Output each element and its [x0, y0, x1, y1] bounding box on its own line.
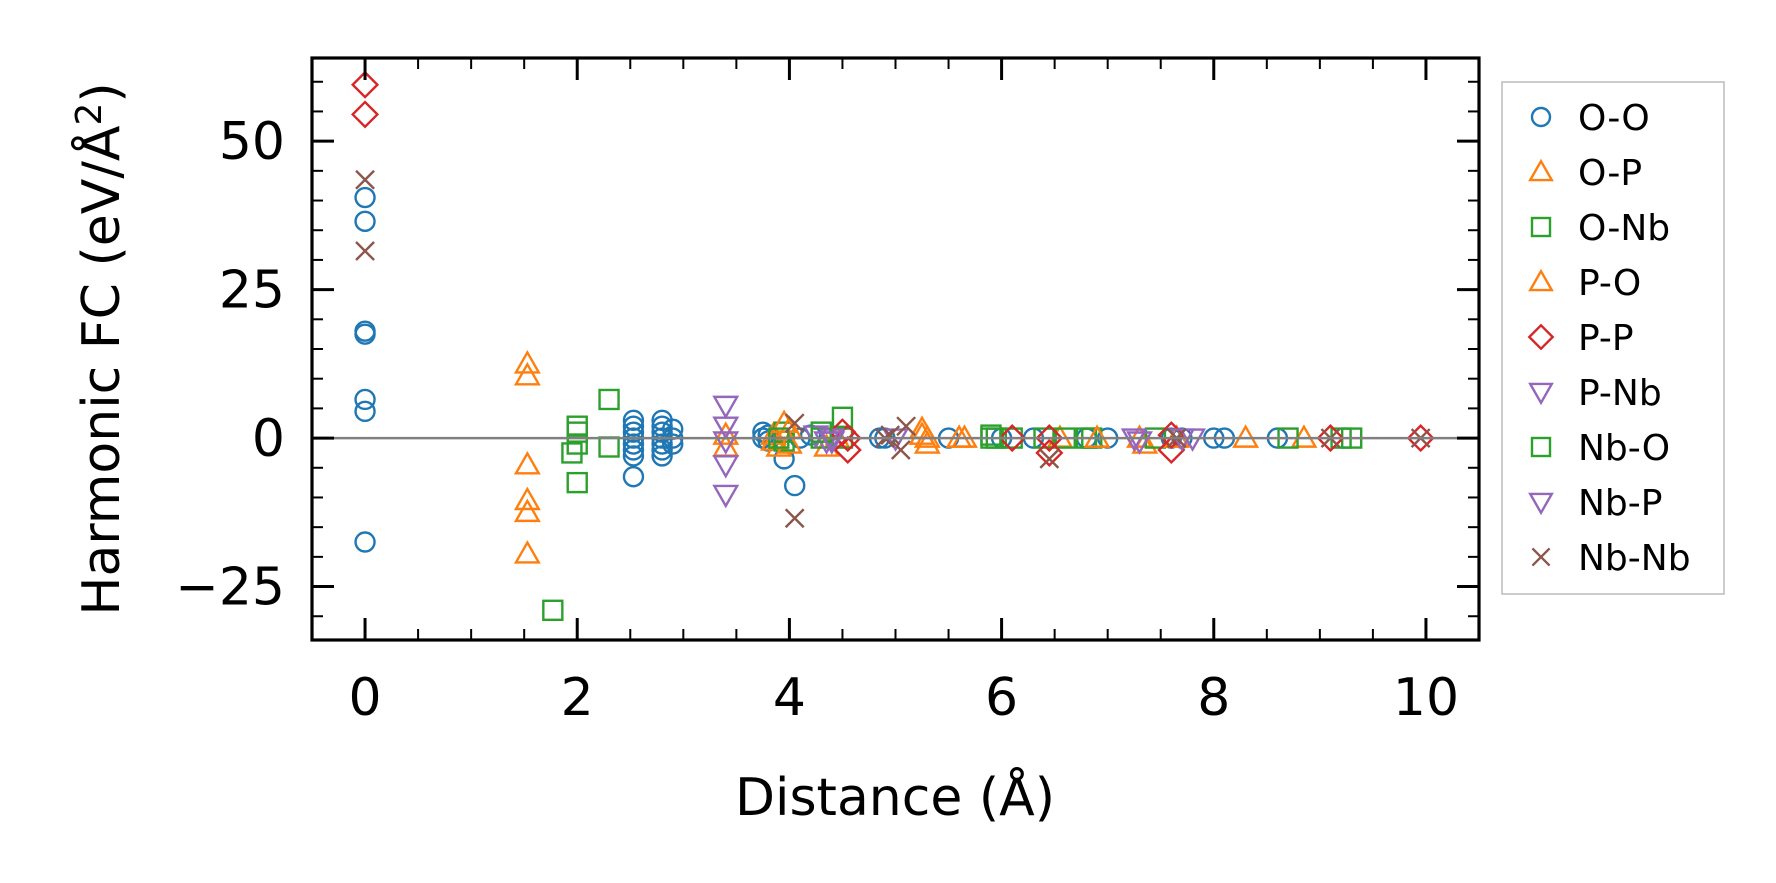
legend-marker-nb-nb	[1531, 547, 1551, 567]
data-point-p-o	[908, 421, 936, 445]
x-tick-label: 2	[561, 668, 594, 728]
data-point-nb-nb	[1039, 448, 1060, 469]
data-point-o-nb	[566, 471, 588, 494]
data-point-o-o	[651, 445, 673, 467]
data-point-o-p	[1232, 424, 1260, 448]
data-point-nb-nb	[784, 508, 805, 529]
legend-label-nb-nb: Nb-Nb	[1578, 538, 1691, 579]
y-tick-label: 50	[219, 112, 285, 172]
data-point-p-p	[350, 70, 380, 99]
data-point-p-p	[1157, 421, 1186, 450]
legend-label-p-o: P-O	[1578, 263, 1641, 304]
data-point-nb-nb	[890, 440, 911, 460]
data-point-o-o	[354, 400, 376, 423]
y-axis-label-close: )	[72, 82, 132, 102]
x-tick-labels: 0 2 4 6 8 10	[348, 668, 1459, 728]
legend-marker-nb-o	[1530, 436, 1552, 458]
data-point-o-p	[513, 486, 541, 511]
data-point-nb-nb	[355, 241, 375, 261]
legend-label-nb-o: Nb-O	[1578, 428, 1670, 469]
data-point-p-nb	[712, 416, 740, 441]
legend-label-o-nb: O-Nb	[1578, 208, 1670, 249]
data-point-p-nb	[712, 484, 740, 509]
legend-label-p-p: P-P	[1578, 318, 1634, 359]
legend-marker-nb-p	[1528, 492, 1554, 516]
legend-marker-p-p	[1527, 323, 1555, 351]
y-tick-label: 0	[252, 409, 285, 469]
plot-frame	[310, 56, 1481, 642]
data-point-o-o	[622, 445, 645, 467]
data-point-p-p	[833, 435, 862, 465]
data-point-p-nb	[1126, 431, 1153, 455]
data-point-p-nb	[1120, 428, 1148, 452]
data-point-o-nb	[566, 433, 588, 455]
y-axis-label: Harmonic FC (eV/Å2)	[69, 82, 132, 615]
y-axis-label-superscript: 2	[69, 103, 110, 126]
data-point-o-p	[513, 450, 541, 475]
legend-marker-p-o	[1528, 268, 1554, 292]
y-tick-label: 25	[219, 261, 285, 321]
legend: O-O O-P O-Nb P-O P-P P-Nb Nb-O Nb-P Nb-Nb	[1501, 81, 1725, 595]
data-point-p-o	[770, 409, 798, 433]
x-tick-label: 0	[348, 668, 381, 728]
data-point-o-o	[354, 323, 376, 345]
data-point-o-o	[354, 388, 376, 411]
data-point-o-o	[651, 439, 673, 461]
data-point-nb-p	[818, 431, 846, 455]
data-point-o-p	[513, 350, 541, 374]
legend-marker-p-nb	[1528, 382, 1554, 406]
data-point-nb-nb	[784, 413, 805, 434]
data-point-p-o	[1083, 424, 1111, 448]
data-point-o-o	[651, 433, 673, 455]
legend-marker-o-p	[1528, 158, 1554, 182]
data-point-p-nb	[712, 395, 740, 420]
data-point-o-o	[622, 439, 645, 461]
legend-label-o-o: O-O	[1578, 98, 1650, 139]
legend-label-o-p: O-P	[1578, 153, 1642, 194]
data-point-p-o	[950, 424, 978, 448]
data-point-o-o	[622, 433, 645, 455]
x-tick-label: 8	[1197, 668, 1230, 728]
data-point-o-p	[765, 433, 793, 457]
x-tick-label: 6	[985, 668, 1018, 728]
data-point-o-p	[513, 498, 541, 523]
data-point-nb-nb	[355, 169, 375, 190]
data-point-o-nb	[542, 599, 564, 622]
legend-marker-o-o	[1530, 106, 1552, 128]
data-point-o-o	[622, 465, 645, 488]
data-point-o-p	[913, 424, 941, 448]
data-point-p-p	[1406, 424, 1435, 453]
data-point-o-o	[354, 210, 376, 233]
legend-marker-o-nb	[1530, 216, 1552, 238]
data-point-p-nb	[712, 431, 740, 455]
data-point-p-p	[1035, 424, 1064, 453]
data-point-o-nb	[831, 406, 854, 428]
data-point-o-nb	[566, 421, 588, 443]
legend-label-p-nb: P-Nb	[1578, 373, 1662, 414]
data-point-p-p	[998, 424, 1027, 453]
data-point-p-p	[1035, 438, 1064, 467]
data-point-o-o	[662, 433, 684, 455]
data-point-o-p	[513, 540, 541, 564]
y-axis-label-main: Harmonic FC (eV/Å	[70, 125, 132, 616]
data-point-o-p	[513, 361, 541, 386]
y-tick-label: −25	[175, 558, 285, 618]
data-point-o-nb	[598, 388, 620, 411]
data-point-p-nb	[712, 455, 740, 479]
y-tick-labels: −25 0 25 50	[175, 112, 285, 617]
data-point-p-p	[350, 100, 380, 129]
data-point-nb-nb	[880, 425, 901, 445]
data-point-o-o	[354, 186, 376, 209]
x-tick-label: 4	[773, 668, 806, 728]
data-point-nb-nb	[896, 416, 916, 437]
legend-label-nb-p: Nb-P	[1578, 483, 1662, 524]
x-axis-label: Distance (Å)	[735, 766, 1055, 828]
data-point-o-o	[354, 531, 376, 553]
data-point-p-o	[775, 430, 803, 454]
data-point-p-p	[1316, 424, 1345, 453]
x-tick-label: 10	[1393, 668, 1459, 728]
data-point-o-o	[784, 474, 806, 497]
